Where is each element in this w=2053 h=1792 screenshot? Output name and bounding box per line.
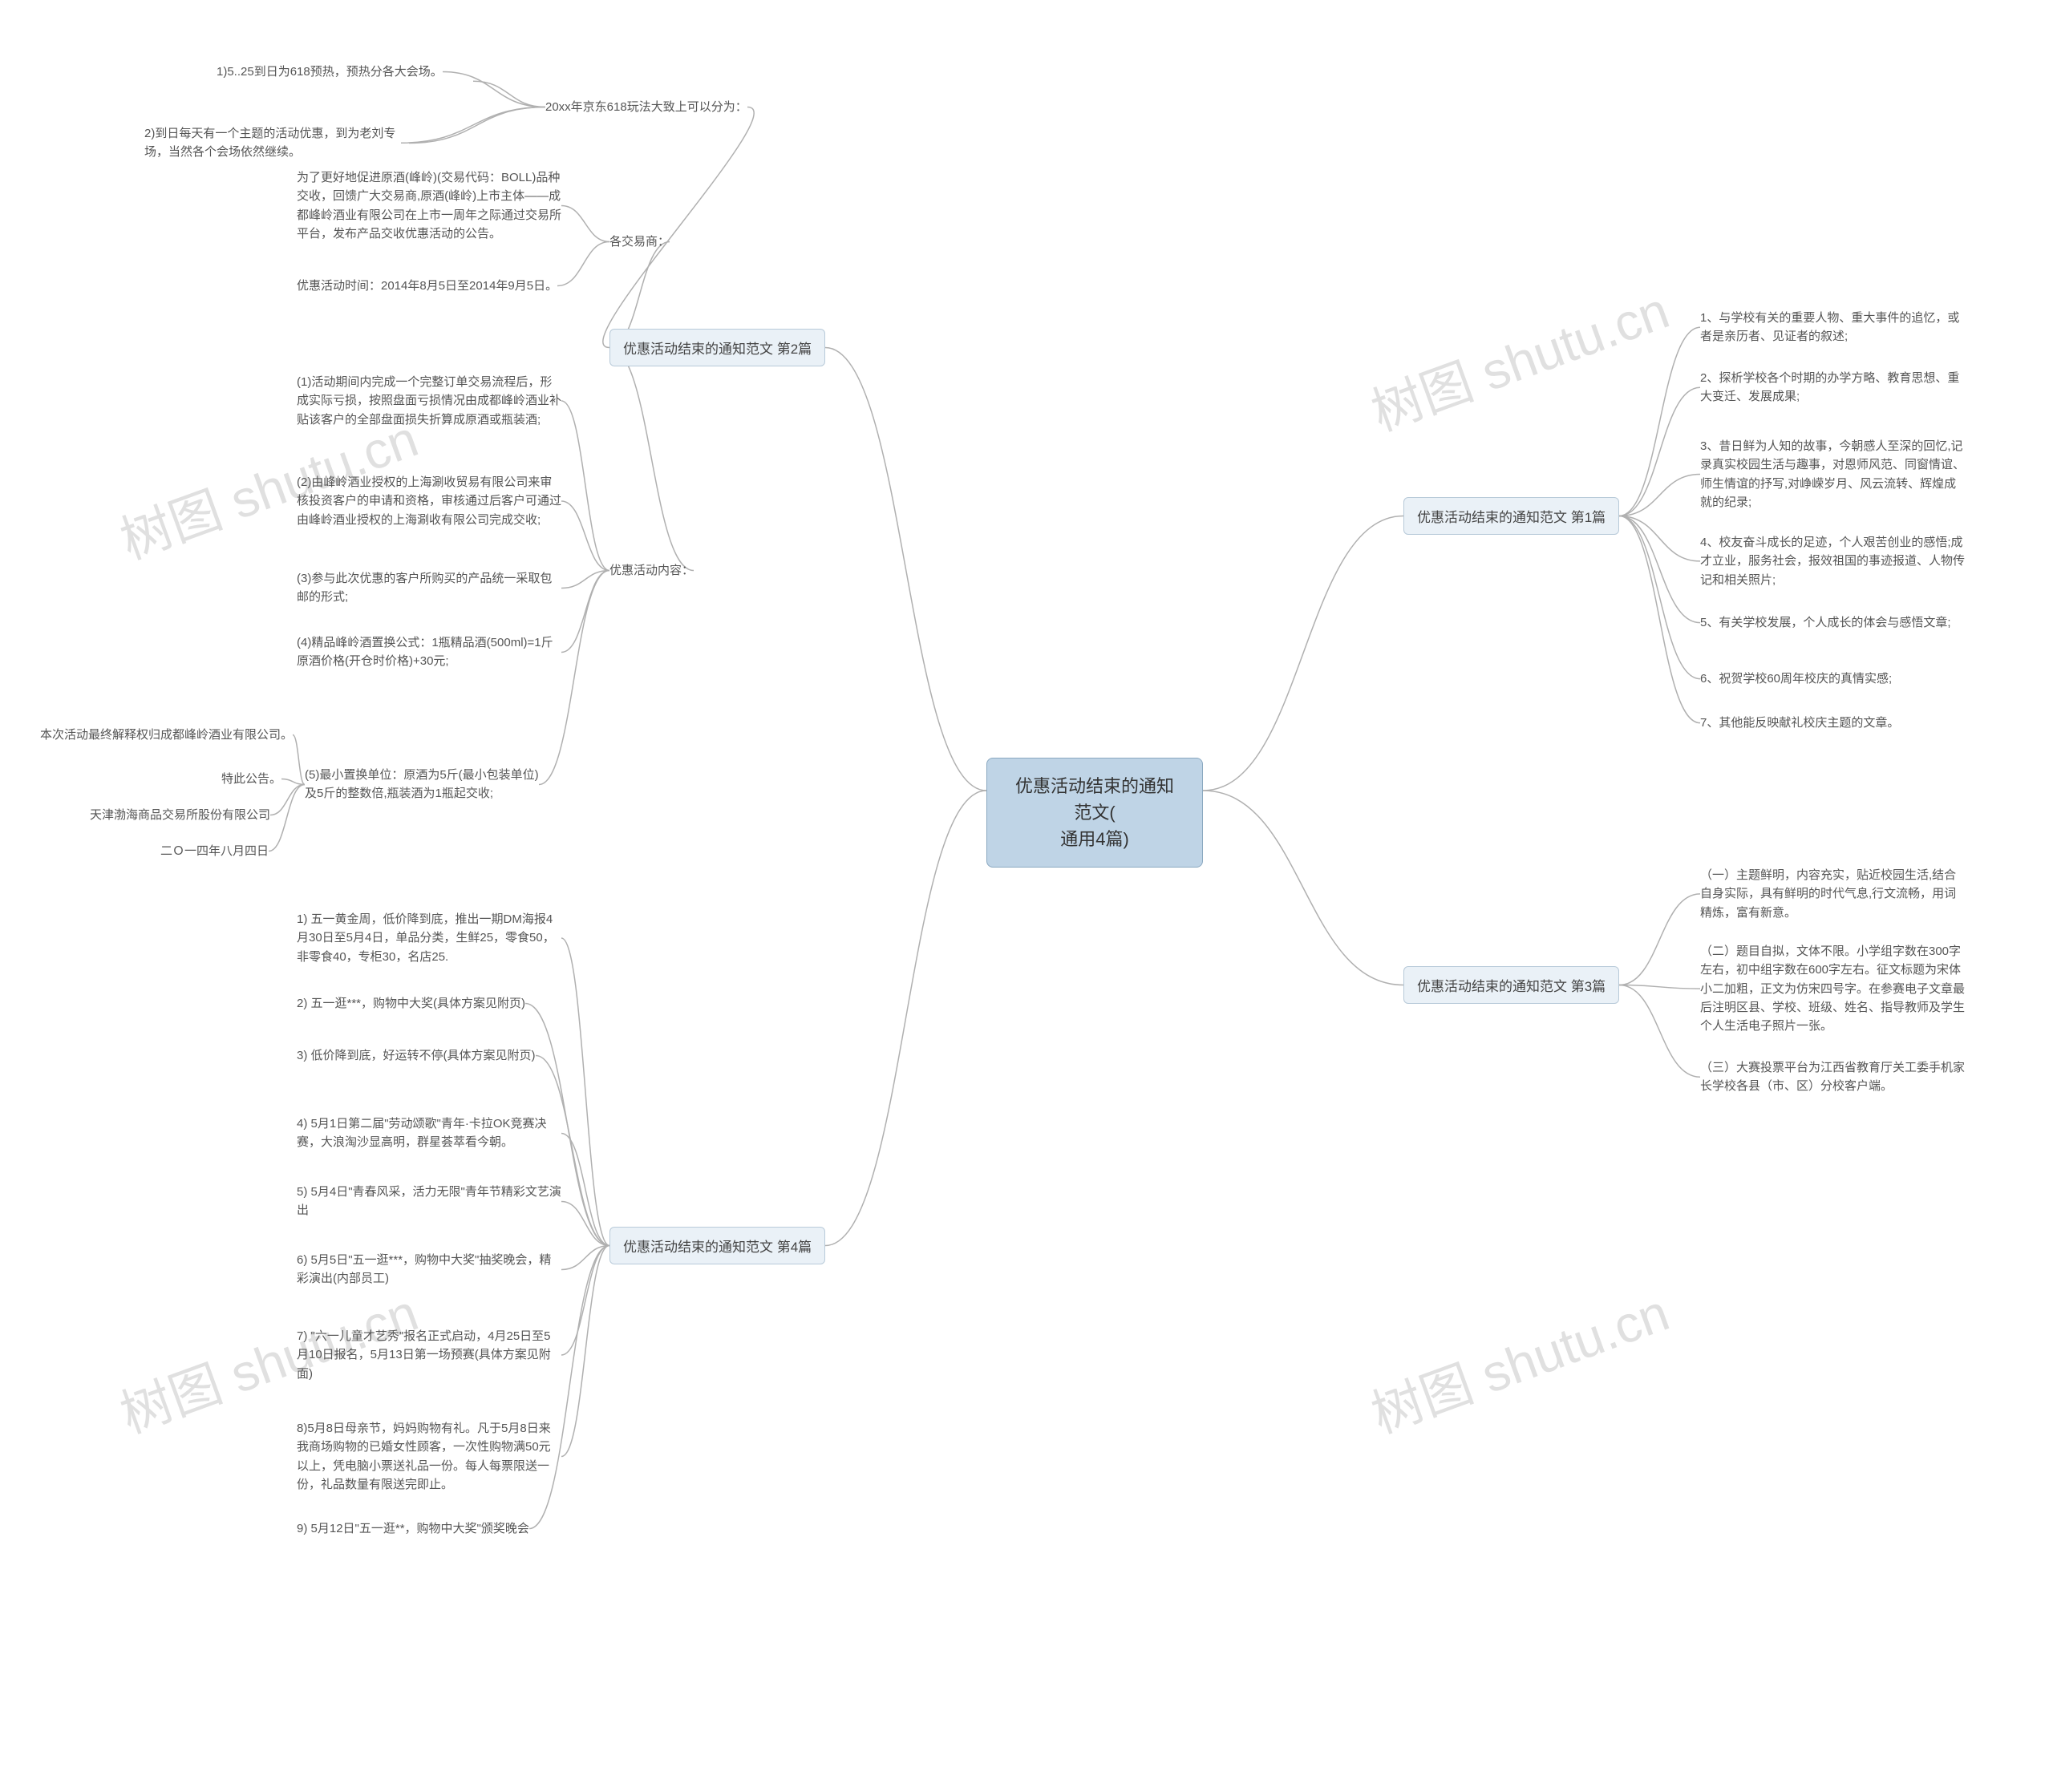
- leaf-b1-6: 7、其他能反映献礼校庆主题的文章。: [1700, 714, 1899, 732]
- branch-sb_min: (5)最小置换单位：原酒为5斤(最小包装单位)及5斤的整数倍,瓶装酒为1瓶起交收…: [305, 766, 539, 803]
- leaf-b1-2: 3、昔日鲜为人知的故事，今朝感人至深的回忆,记录真实校园生活与趣事，对恩师风范、…: [1700, 437, 1965, 512]
- leaf-b4-3: 4) 5月1日第二届"劳动颂歌"青年·卡拉OK竞赛决赛，大浪淘沙显高明，群星荟萃…: [297, 1114, 561, 1152]
- leaf-b4-7: 8)5月8日母亲节，妈妈购物有礼。凡于5月8日来我商场购物的已婚女性顾客，一次性…: [297, 1419, 561, 1494]
- leaf-b3-2: （三）大赛投票平台为江西省教育厅关工委手机家长学校各县（市、区）分校客户端。: [1700, 1058, 1965, 1096]
- leaf-b2_min-2: 天津渤海商品交易所股份有限公司: [90, 806, 270, 824]
- leaf-b2_yhnr-1: (2)由峰岭酒业授权的上海涮收贸易有限公司来审核投资客户的申请和资格，审核通过后…: [297, 473, 561, 529]
- watermark: 树图 shutu.cn: [1360, 1272, 1678, 1447]
- leaf-b4-0: 1) 五一黄金周，低价降到底，推出一期DM海报4月30日至5月4日，单品分类，生…: [297, 910, 561, 966]
- branch-b2: 优惠活动结束的通知范文 第2篇: [609, 329, 825, 366]
- leaf-b2_min-0: 本次活动最终解释权归成都峰岭酒业有限公司。: [40, 726, 293, 744]
- leaf-b1-0: 1、与学校有关的重要人物、重大事件的追忆，或者是亲历者、见证者的叙述;: [1700, 309, 1965, 346]
- leaf-b3-0: （一）主题鲜明，内容充实，贴近校园生活,结合自身实际，具有鲜明的时代气息,行文流…: [1700, 866, 1965, 922]
- leaf-b4-1: 2) 五一逛***，购物中大奖(具体方案见附页): [297, 994, 525, 1013]
- branch-b3: 优惠活动结束的通知范文 第3篇: [1403, 966, 1619, 1004]
- branch-sb_yhnr: 优惠活动内容：: [609, 561, 694, 580]
- leaf-b1-5: 6、祝贺学校60周年校庆的真情实感;: [1700, 669, 1892, 688]
- leaf-b2_jd-1: 2)到日每天有一个主题的活动优惠，到为老刘专场，当然各个会场依然继续。: [144, 124, 409, 162]
- leaf-b4-8: 9) 5月12日"五一逛**，购物中大奖"颁奖晚会: [297, 1519, 529, 1538]
- leaf-b2_jys-0: 为了更好地促进原酒(峰岭)(交易代码：BOLL)品种交收，回馈广大交易商,原酒(…: [297, 168, 561, 243]
- leaf-b4-6: 7) "六一儿童才艺秀"报名正式启动，4月25日至5月10日报名，5月13日第一…: [297, 1327, 561, 1383]
- watermark: 树图 shutu.cn: [1360, 269, 1678, 445]
- leaf-b3-1: （二）题目自拟，文体不限。小学组字数在300字左右，初中组字数在600字左右。征…: [1700, 942, 1965, 1035]
- branch-sb_jd: 20xx年京东618玩法大致上可以分为：: [545, 98, 747, 116]
- branch-sb_jys: 各交易商：: [609, 233, 670, 251]
- leaf-b2_min-1: 特此公告。: [221, 770, 281, 788]
- leaf-b4-5: 6) 5月5日"五一逛***，购物中大奖"抽奖晚会，精彩演出(内部员工): [297, 1251, 561, 1288]
- leaf-b2_yhnr-2: (3)参与此次优惠的客户所购买的产品统一采取包邮的形式;: [297, 569, 561, 607]
- leaf-b4-4: 5) 5月4日"青春风采，活力无限"青年节精彩文艺演出: [297, 1183, 561, 1220]
- leaf-b2_jys-1: 优惠活动时间：2014年8月5日至2014年9月5日。: [297, 277, 557, 295]
- leaf-b1-3: 4、校友奋斗成长的足迹，个人艰苦创业的感悟;成才立业，服务社会，报效祖国的事迹报…: [1700, 533, 1965, 589]
- leaf-b2_yhnr-3: (4)精品峰岭酒置换公式：1瓶精品酒(500ml)=1斤原酒价格(开仓时价格)+…: [297, 633, 561, 671]
- leaf-b2_yhnr-0: (1)活动期间内完成一个完整订单交易流程后，形成实际亏损，按照盘面亏损情况由成都…: [297, 373, 561, 429]
- branch-b1: 优惠活动结束的通知范文 第1篇: [1403, 497, 1619, 535]
- leaf-b1-4: 5、有关学校发展，个人成长的体会与感悟文章;: [1700, 613, 1951, 632]
- leaf-b4-2: 3) 低价降到底，好运转不停(具体方案见附页): [297, 1046, 536, 1065]
- branch-b4: 优惠活动结束的通知范文 第4篇: [609, 1227, 825, 1264]
- leaf-b2_min-3: 二Ｏ一四年八月四日: [160, 842, 269, 860]
- leaf-b1-1: 2、探析学校各个时期的办学方略、教育思想、重大变迁、发展成果;: [1700, 369, 1965, 407]
- leaf-b2_jd-0: 1)5..25到日为618预热，预热分各大会场。: [217, 63, 443, 81]
- root-node: 优惠活动结束的通知范文(通用4篇): [986, 758, 1203, 868]
